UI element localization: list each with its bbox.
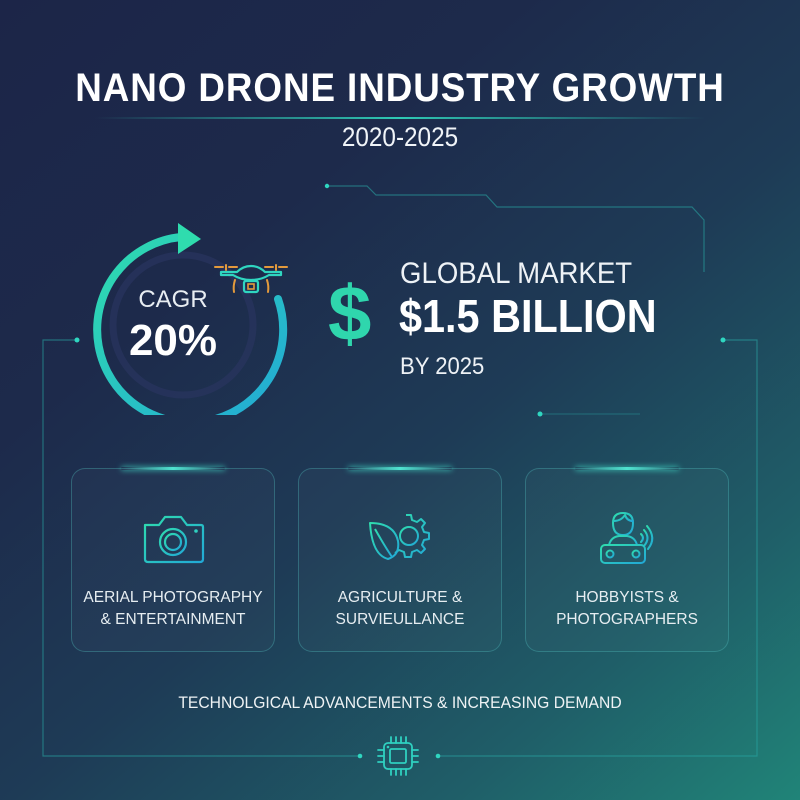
segment-card-agriculture: AGRICULTURE & SURVIEULLANCE bbox=[298, 467, 502, 652]
dollar-icon: $ bbox=[328, 269, 372, 357]
cagr-label: CAGR bbox=[138, 286, 208, 313]
cagr-value: 20% bbox=[128, 316, 218, 365]
segment-label-line1: AGRICULTURE & bbox=[337, 589, 463, 606]
segment-label-line2: PHOTOGRAPHERS bbox=[556, 611, 698, 628]
card-glow bbox=[121, 467, 225, 470]
market-label: GLOBAL MARKET bbox=[400, 257, 633, 290]
market-value: $1.5 BILLION bbox=[399, 290, 657, 342]
chip-icon bbox=[377, 736, 419, 776]
title-underline bbox=[95, 117, 705, 119]
person-controller-icon bbox=[600, 512, 654, 564]
page-subtitle: 2020-2025 bbox=[341, 122, 459, 152]
cagr-ring bbox=[93, 223, 288, 415]
segment-card-hobbyists: HOBBYISTS & PHOTOGRAPHERS bbox=[525, 467, 729, 652]
card-glow bbox=[575, 467, 679, 470]
card-glow bbox=[348, 467, 452, 470]
page-title: NANO DRONE INDUSTRY GROWTH bbox=[75, 66, 725, 110]
footer-caption: TECHNOLGICAL ADVANCEMENTS & INCREASING D… bbox=[178, 694, 622, 712]
leaf-gear-icon bbox=[369, 514, 430, 560]
segment-label-line1: AERIAL PHOTOGRAPHY bbox=[83, 589, 263, 606]
segment-label-line2: & ENTERTAINMENT bbox=[100, 611, 246, 628]
camera-icon bbox=[143, 515, 205, 564]
market-year: BY 2025 bbox=[400, 353, 485, 380]
segment-card-aerial: AERIAL PHOTOGRAPHY & ENTERTAINMENT bbox=[71, 467, 275, 652]
drone-icon bbox=[214, 264, 288, 294]
segment-label-line1: HOBBYISTS & bbox=[575, 589, 679, 606]
segment-label-line2: SURVIEULLANCE bbox=[335, 611, 465, 628]
